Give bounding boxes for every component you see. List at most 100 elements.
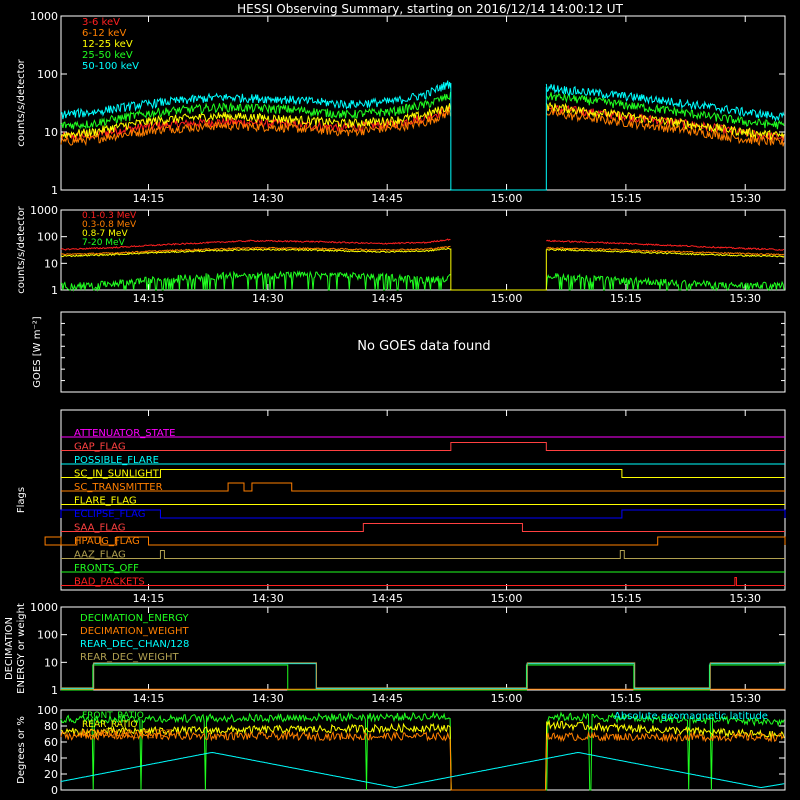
panel-2-xtick-label: 14:45	[371, 292, 403, 305]
panel-5-ytick-label: 10	[44, 656, 58, 669]
panel-1-ytick-label: 100	[37, 68, 58, 81]
panel-2-series-3-segment-2	[546, 248, 785, 258]
flag-line-8	[61, 523, 785, 532]
flag-label-3: POSSIBLE_FLARE	[74, 455, 159, 466]
flag-label-4: SC_IN_SUNLIGHT	[74, 469, 160, 480]
panel-5-xtick-label: 14:15	[133, 692, 165, 705]
panel-1-ylabel: counts/s/detector	[16, 58, 27, 146]
panel-5-xtick-label: 14:30	[252, 692, 284, 705]
panel-2-ytick-label: 1	[51, 284, 58, 297]
panel-4-xtick-label: 14:45	[371, 592, 403, 605]
panel-1-series-4-segment-1	[60, 91, 451, 130]
panel-6-series-4	[60, 751, 785, 789]
panel-2-series-4-segment-1	[60, 270, 451, 292]
panel-4-xtick-label: 14:15	[133, 592, 165, 605]
panel-2-gap-line	[450, 248, 547, 291]
panel-1-frame	[60, 15, 786, 191]
panel-3-frame	[60, 311, 786, 393]
flag-line-4	[61, 469, 785, 478]
panel-1-series-2-segment-1	[60, 108, 451, 147]
panel-1-xtick-label: 15:30	[729, 192, 761, 205]
flag-label-1: ATTENUATOR_STATE	[74, 428, 175, 439]
panel-5-ytick-label: 1	[51, 684, 58, 697]
flag-label-11: FRONTS_OFF	[74, 563, 139, 574]
flag-label-10: AAZ_FLAG	[74, 550, 126, 561]
panel-4-ylabel: Flags	[16, 487, 27, 513]
flag-label-5: SC_TRANSMITTER	[74, 482, 163, 493]
panel-1-legend-3: 12-25 keV	[82, 39, 133, 50]
panel-2-series-3-segment-1	[60, 247, 451, 258]
panel-2-series-2-segment-1	[60, 245, 451, 256]
panel-5-legend-1: DECIMATION_ENERGY	[80, 613, 189, 624]
panel-2-ytick-label: 10	[44, 257, 58, 270]
panel-6-ytick-label: 60	[44, 736, 58, 749]
panel-1-gap-line	[450, 82, 547, 191]
panel-1-legend-4: 25-50 keV	[82, 50, 133, 61]
flag-line-7	[60, 509, 786, 519]
flag-line-9	[44, 536, 786, 546]
panel-5-xtick-label: 15:00	[491, 692, 523, 705]
panel-6-ylabel: Degrees or %	[16, 716, 27, 784]
panel-1-xtick-label: 14:15	[133, 192, 165, 205]
flag-label-6: FLARE_FLAG	[74, 496, 137, 507]
panel-2-legend-4: 7-20 MeV	[82, 238, 126, 248]
panel-6-ytick-label: 100	[37, 704, 58, 717]
panel-1-legend-2: 6-12 keV	[82, 28, 126, 39]
panel-5-legend-4: REAR_DEC_WEIGHT	[80, 652, 179, 663]
panel-1-series-5-segment-1	[60, 80, 451, 120]
panel-1-xtick-label: 14:30	[252, 192, 284, 205]
panel-1-xtick-label: 14:45	[371, 192, 403, 205]
panel-1-series-1-segment-2	[545, 104, 785, 142]
panel-2-frame	[60, 209, 786, 291]
panel-5-legend-3: REAR_DEC_CHAN/128	[80, 639, 189, 650]
flag-line-10	[61, 550, 785, 559]
panel-1-series-2-segment-2	[545, 107, 785, 147]
panel-2-ytick-label: 1000	[30, 204, 58, 217]
panel-2-xtick-label: 14:30	[252, 292, 284, 305]
panel-6-ytick-label: 0	[51, 784, 58, 797]
panel-6-ytick-label: 20	[44, 768, 58, 781]
panel-6-series-1	[60, 710, 785, 791]
panel-1-series-5-segment-2	[545, 83, 785, 123]
panel-5-ylabel-line-1: DECIMATION	[4, 617, 15, 680]
panel-5-ytick-label: 100	[37, 629, 58, 642]
panel-5-series-4	[61, 662, 786, 689]
flag-label-12: BAD_PACKETS	[74, 577, 145, 588]
panel-2-legend-2: 0.3-0.8 MeV	[82, 220, 137, 230]
panel-6-series-2	[60, 719, 785, 791]
panel-4-xtick-label: 15:00	[491, 592, 523, 605]
flag-label-2: GAP_FLAG	[74, 442, 126, 453]
panel-2-xtick-label: 15:30	[729, 292, 761, 305]
panel-2-ytick-label: 100	[37, 231, 58, 244]
panel-5-series-1	[61, 664, 785, 691]
figure-title: HESSI Observing Summary, starting on 201…	[237, 2, 623, 16]
panel-2-xtick-label: 15:00	[491, 292, 523, 305]
flag-line-12	[61, 577, 785, 586]
panel-1-legend-5: 50-100 keV	[82, 61, 139, 72]
panel-5-xtick-label: 15:15	[610, 692, 642, 705]
panel-5-xtick-label: 15:30	[729, 692, 761, 705]
panel-6-ytick-label: 40	[44, 752, 58, 765]
panel-2-series-4-segment-2	[545, 272, 785, 292]
panel-1-series-3-segment-2	[545, 101, 785, 141]
panel-3-ylabel: GOES [W m⁻²]	[32, 316, 43, 387]
flag-line-2	[61, 442, 785, 451]
panel-4-xtick-label: 15:30	[729, 592, 761, 605]
flag-line-5	[61, 482, 785, 492]
panel-1-series-3-segment-1	[60, 103, 451, 139]
panel-1-ytick-label: 1	[51, 184, 58, 197]
panel-6-legend-4: Absolute geomagnetic latitude	[614, 711, 768, 722]
panel-4-xtick-label: 15:15	[610, 592, 642, 605]
panel-2-legend-1: 0.1-0.3 MeV	[82, 211, 137, 221]
panel-5-ytick-label: 1000	[30, 601, 58, 614]
flag-label-8: SAA_FLAG	[74, 523, 125, 534]
panel-2-series-1-segment-2	[546, 239, 785, 251]
panel-6-series-3	[60, 730, 785, 791]
panel-2-ylabel: counts/s/detector	[16, 205, 27, 293]
panel-1-series-4-segment-2	[545, 92, 785, 130]
panel-1-ytick-label: 10	[44, 126, 58, 139]
no-goes-text: No GOES data found	[357, 339, 490, 354]
panel-1-xtick-label: 15:15	[610, 192, 642, 205]
